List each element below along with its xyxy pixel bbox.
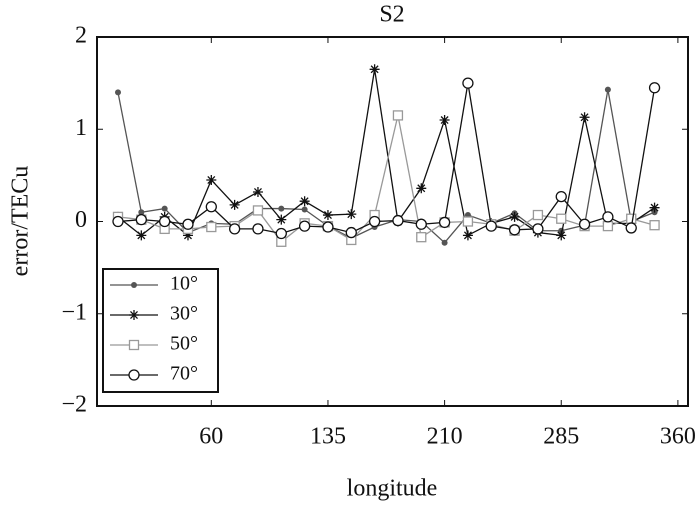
legend-label: 70°	[170, 363, 198, 385]
marker	[128, 369, 140, 381]
marker	[509, 211, 520, 222]
marker	[439, 115, 450, 126]
marker	[182, 230, 193, 241]
marker	[556, 230, 567, 241]
marker	[462, 216, 474, 227]
legend: 10° 30° 50° 70°	[102, 268, 219, 393]
marker	[228, 223, 241, 235]
marker	[462, 77, 474, 89]
marker	[182, 218, 194, 230]
series	[112, 110, 660, 247]
marker	[276, 214, 287, 225]
marker	[252, 223, 264, 235]
legend-box	[102, 268, 219, 393]
y-tick-label: 0	[75, 207, 87, 233]
marker	[299, 196, 310, 207]
legend-label: 30°	[170, 303, 198, 325]
marker	[416, 232, 427, 243]
marker	[129, 310, 139, 320]
marker	[112, 215, 124, 228]
marker	[556, 213, 567, 224]
marker	[369, 64, 380, 75]
legend-label: 50°	[170, 333, 198, 355]
marker	[532, 209, 544, 221]
y-tick-label: 2	[75, 23, 87, 49]
marker	[322, 221, 334, 233]
marker	[602, 211, 614, 223]
marker	[229, 199, 240, 210]
marker	[135, 214, 147, 226]
series-line	[117, 69, 655, 237]
marker	[205, 201, 217, 213]
marker	[485, 220, 497, 232]
marker	[392, 110, 404, 121]
marker	[252, 205, 264, 216]
x-tick-label: 285	[543, 424, 579, 450]
marker	[298, 220, 311, 232]
marker	[161, 205, 168, 212]
marker	[555, 190, 567, 203]
marker	[604, 86, 611, 93]
marker	[136, 230, 147, 241]
marker	[368, 215, 381, 228]
marker	[131, 282, 137, 288]
series	[112, 64, 660, 241]
marker	[114, 89, 121, 96]
marker	[579, 112, 590, 123]
marker	[438, 216, 451, 229]
marker	[626, 213, 637, 224]
marker	[346, 209, 357, 220]
legend-label: 10°	[170, 273, 198, 295]
marker	[441, 239, 448, 246]
marker	[415, 218, 427, 230]
marker	[648, 82, 661, 94]
chart-title: S2	[379, 2, 404, 28]
marker	[416, 183, 427, 194]
marker	[252, 186, 263, 197]
x-tick-label: 60	[199, 424, 223, 450]
marker	[345, 226, 357, 239]
marker	[128, 339, 140, 351]
marker	[602, 220, 614, 232]
x-tick-label: 135	[310, 424, 346, 450]
series	[112, 77, 661, 240]
marker	[532, 223, 544, 235]
marker	[649, 220, 660, 231]
marker	[159, 215, 171, 228]
y-tick-label: 1	[75, 115, 87, 141]
marker	[462, 230, 473, 241]
marker	[206, 221, 217, 233]
marker	[508, 224, 521, 236]
marker	[322, 210, 333, 221]
x-axis-label: longitude	[347, 476, 438, 502]
y-tick-label: −1	[61, 299, 87, 325]
y-tick-label: −2	[61, 392, 87, 418]
marker	[206, 174, 217, 185]
marker	[578, 218, 591, 230]
marker	[278, 205, 285, 212]
marker	[392, 214, 404, 227]
x-tick-label: 210	[427, 424, 463, 450]
marker	[625, 222, 637, 234]
marker	[138, 209, 145, 216]
marker	[301, 206, 308, 213]
y-axis-label: error/TECu	[8, 166, 34, 277]
marker	[275, 227, 287, 240]
marker	[649, 202, 660, 213]
x-tick-label: 360	[660, 424, 696, 450]
